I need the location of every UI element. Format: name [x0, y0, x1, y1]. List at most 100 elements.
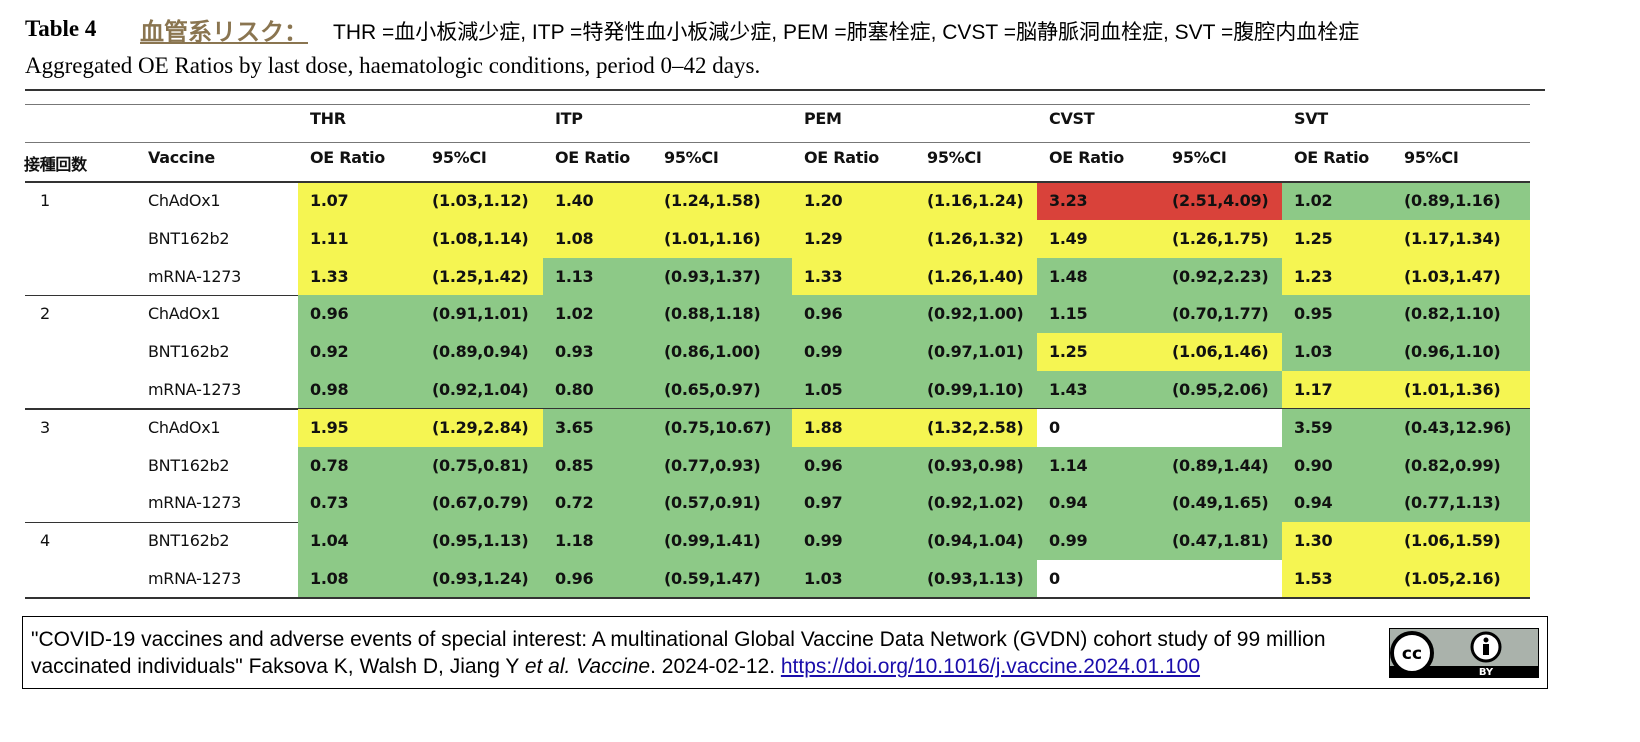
ci-value: (0.49,1.65)	[1172, 493, 1269, 513]
oe-ratio: 1.25	[1294, 228, 1333, 248]
citation-italic: et al. Vaccine	[524, 655, 651, 678]
oe-ratio: 3.23	[1049, 191, 1088, 210]
oe-ratio: 1.03	[804, 569, 843, 588]
vaccine: BNT162b2	[148, 228, 230, 248]
cell-fill	[792, 219, 1037, 259]
risk-label: 血管系リスク：	[140, 18, 308, 46]
license-label: BY	[1479, 667, 1494, 678]
oe-ratio: 0.96	[310, 304, 349, 324]
ci-value: (1.16,1.24)	[927, 191, 1024, 210]
ci-value: (0.75,0.81)	[432, 455, 529, 475]
ci-value: (1.17,1.34)	[1404, 228, 1501, 248]
vaccine: mRNA-1273	[148, 266, 242, 286]
cell-fill	[1282, 371, 1530, 410]
cell-fill	[792, 182, 1037, 221]
cell-fill	[298, 257, 543, 296]
ci-value: (0.67,0.79)	[432, 493, 529, 513]
oe-ratio: 0.96	[804, 304, 843, 324]
ci-value: (0.94,1.04)	[927, 531, 1024, 551]
condition-header: CVST	[1049, 109, 1095, 128]
cell-fill	[298, 522, 543, 561]
oe-ratio: 1.53	[1294, 569, 1333, 588]
ci-header: 95%CI	[1404, 148, 1459, 167]
cell-fill	[1282, 522, 1530, 561]
ci-value: (1.32,2.58)	[927, 417, 1024, 437]
ci-value: (1.05,2.16)	[1404, 569, 1501, 588]
vaccine: mRNA-1273	[148, 380, 242, 399]
cell-fill	[1282, 182, 1530, 221]
oe-ratio: 1.13	[555, 266, 594, 286]
ci-value: (0.91,1.01)	[432, 304, 529, 324]
citation: "COVID-19 vaccines and adverse events of…	[31, 626, 1381, 680]
cell-fill	[1037, 371, 1282, 410]
ci-value: (1.29,2.84)	[432, 417, 529, 437]
ci-value: (0.93,0.98)	[927, 455, 1024, 475]
cell-fill	[1282, 560, 1530, 599]
ratio-header: OE Ratio	[310, 148, 385, 167]
oe-ratio: 1.18	[555, 531, 594, 551]
citation-link[interactable]: https://doi.org/10.1016/j.vaccine.2024.0…	[780, 655, 1201, 678]
ci-value: (0.95,2.06)	[1172, 380, 1269, 399]
citation-normal: . 2024-02-12.	[650, 655, 781, 678]
oe-ratio: 0.93	[555, 342, 594, 362]
cell-fill	[1037, 484, 1282, 523]
cell-fill	[792, 484, 1037, 523]
oe-ratio: 1.05	[804, 380, 843, 399]
oe-ratio: 1.20	[804, 191, 843, 210]
cell-fill	[543, 446, 792, 485]
oe-ratio: 0.92	[310, 342, 349, 362]
oe-ratio: 1.02	[1294, 191, 1333, 210]
oe-ratio: 0.94	[1049, 493, 1088, 513]
condition-header: ITP	[555, 109, 583, 128]
oe-ratio: 1.25	[1049, 342, 1088, 362]
oe-ratio: 0.90	[1294, 455, 1333, 475]
ci-value: (1.03,1.47)	[1404, 266, 1501, 286]
dose: 2	[40, 304, 50, 324]
cell-fill	[1037, 182, 1282, 221]
oe-ratio: 3.65	[555, 417, 594, 437]
ci-value: (0.93,1.24)	[432, 569, 529, 588]
ci-value: (0.77,1.13)	[1404, 493, 1501, 513]
ci-value: (0.89,1.16)	[1404, 191, 1501, 210]
ci-value: (0.92,1.02)	[927, 493, 1024, 513]
ci-value: (0.93,1.37)	[664, 266, 761, 286]
citation-normal: "COVID-19 vaccines and adverse events of…	[31, 628, 1326, 678]
ci-value: (0.59,1.47)	[664, 569, 761, 588]
oe-ratio: 0.97	[804, 493, 843, 513]
citation-box: "COVID-19 vaccines and adverse events of…	[22, 616, 1548, 689]
dose: 1	[40, 191, 50, 210]
oe-ratio: 0.99	[804, 342, 843, 362]
cell-fill	[298, 333, 543, 372]
ci-value: (0.96,1.10)	[1404, 342, 1501, 362]
ci-value: (0.99,1.41)	[664, 531, 761, 551]
oe-ratio: 0	[1049, 569, 1060, 588]
cell-fill	[792, 560, 1037, 599]
cell-fill	[298, 408, 543, 448]
oe-ratio: 0.78	[310, 455, 349, 475]
vaccine: BNT162b2	[148, 342, 230, 362]
ci-value: (2.51,4.09)	[1172, 191, 1269, 210]
cell-fill	[543, 522, 792, 561]
cell-fill	[1037, 219, 1282, 259]
dose: 4	[40, 531, 50, 551]
ci-value: (0.75,10.67)	[664, 417, 772, 437]
cell-fill	[543, 182, 792, 221]
vaccine: mRNA-1273	[148, 569, 242, 588]
cell-fill	[792, 333, 1037, 372]
cell-fill	[543, 295, 792, 334]
rule	[25, 142, 1530, 143]
ci-value: (1.06,1.59)	[1404, 531, 1501, 551]
ci-value: (1.01,1.36)	[1404, 380, 1501, 399]
oe-ratio: 1.03	[1294, 342, 1333, 362]
condition-header: THR	[310, 109, 346, 128]
oe-ratio: 1.33	[310, 266, 349, 286]
oe-ratio: 0.98	[310, 380, 349, 399]
oe-ratio: 1.33	[804, 266, 843, 286]
ratio-header: OE Ratio	[555, 148, 630, 167]
oe-ratio: 1.88	[804, 417, 843, 437]
ci-value: (0.92,1.00)	[927, 304, 1024, 324]
oe-ratio: 0.99	[1049, 531, 1088, 551]
vaccine: ChAdOx1	[148, 191, 221, 210]
cell-fill	[1037, 257, 1282, 296]
cell-fill	[1282, 446, 1530, 485]
